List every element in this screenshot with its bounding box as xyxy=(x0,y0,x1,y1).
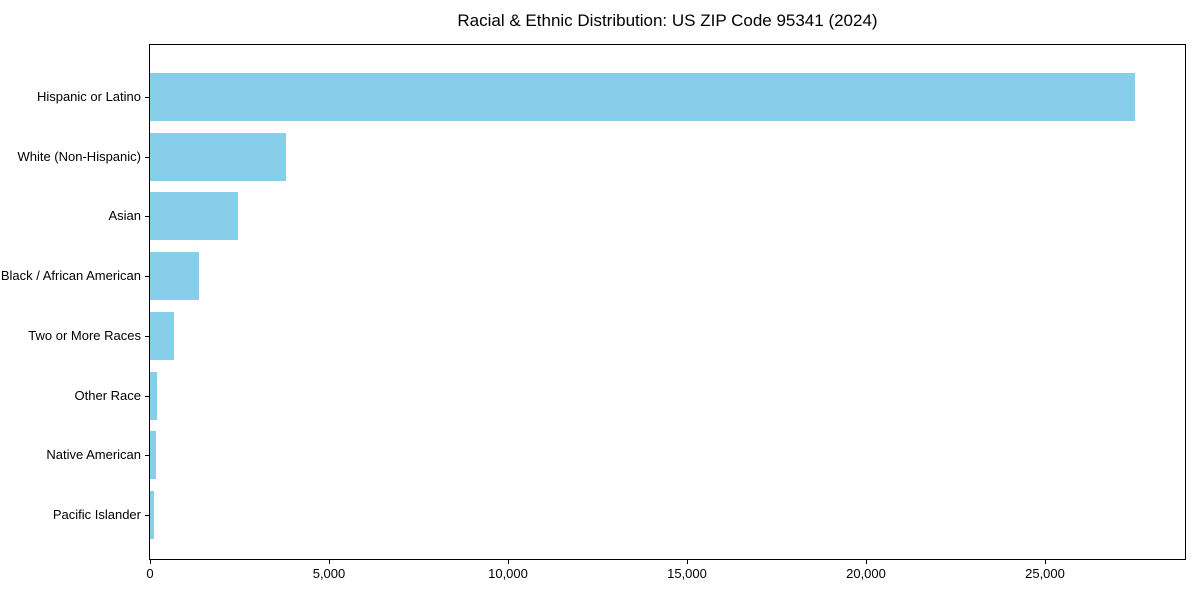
bar-pacific-islander xyxy=(150,490,154,539)
y-tick-label: Hispanic or Latino xyxy=(36,89,141,104)
x-tick-mark xyxy=(508,560,509,564)
plot-area xyxy=(149,44,1186,560)
y-tick-mark xyxy=(145,216,149,218)
y-tick-label: Two or More Races xyxy=(28,327,141,343)
y-tick-label: Black / African American xyxy=(0,268,141,284)
bar-asian xyxy=(150,192,238,241)
bar-black-african-american xyxy=(150,252,199,301)
x-tick-mark xyxy=(329,560,330,564)
y-tick-mark xyxy=(145,97,149,98)
y-tick-mark xyxy=(145,395,149,397)
y-tick-mark xyxy=(145,276,149,278)
x-tick-label: 10,000 xyxy=(488,566,528,581)
y-tick-mark xyxy=(145,156,149,158)
y-tick-mark xyxy=(145,455,149,457)
x-tick-label: 25,000 xyxy=(1025,566,1065,581)
x-tick-label: 20,000 xyxy=(846,566,886,581)
x-tick-label: 15,000 xyxy=(667,566,707,581)
bar-native-american xyxy=(150,431,156,480)
x-tick-mark xyxy=(866,560,867,564)
y-tick-mark xyxy=(145,335,149,337)
y-tick-mark xyxy=(145,514,149,516)
x-tick-mark xyxy=(687,560,688,564)
x-tick-label: 0 xyxy=(146,566,154,581)
x-tick-mark xyxy=(1045,560,1046,564)
chart-title: Racial & Ethnic Distribution: US ZIP Cod… xyxy=(457,11,878,30)
bar-white-non-hispanic xyxy=(150,132,286,181)
y-tick-label: White (Non-Hispanic) xyxy=(17,148,141,164)
bar-two-or-more-races xyxy=(150,311,174,360)
bar-hispanic-or-latino xyxy=(150,73,1135,121)
y-tick-label: Pacific Islander xyxy=(52,506,141,522)
x-tick-mark xyxy=(150,560,151,564)
bar-other-race xyxy=(150,371,157,420)
x-tick-label: 5,000 xyxy=(312,566,346,581)
y-tick-label: Other Race xyxy=(74,387,141,403)
y-tick-label: Asian xyxy=(108,208,141,224)
y-tick-label: Native American xyxy=(46,447,141,463)
